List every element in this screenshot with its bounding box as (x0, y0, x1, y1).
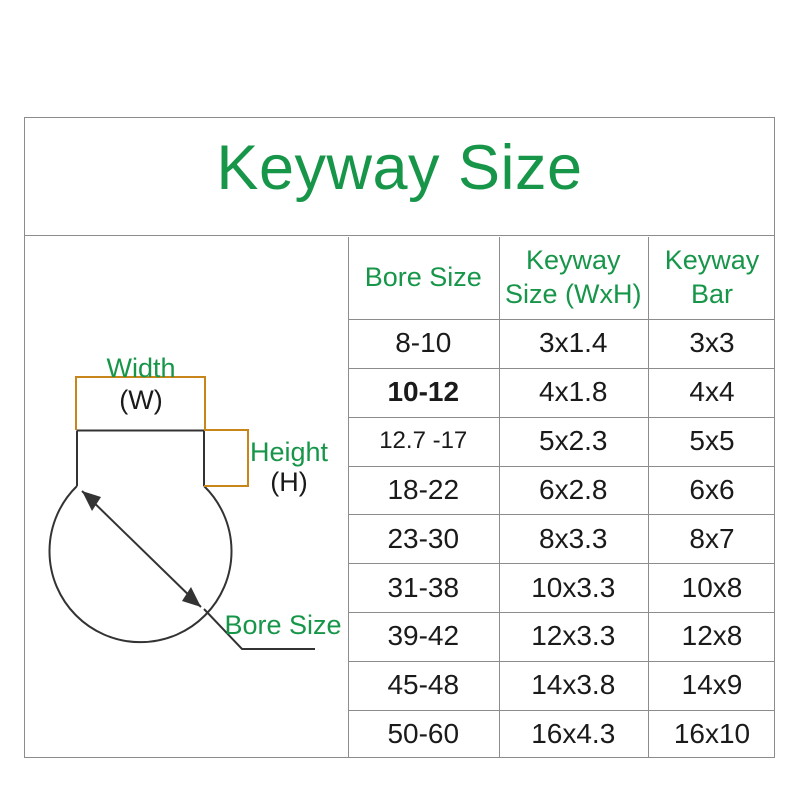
svg-text:Width: Width (106, 353, 175, 383)
svg-text:Height: Height (250, 437, 329, 467)
svg-text:(W): (W) (119, 385, 162, 415)
svg-text:(H): (H) (270, 467, 307, 497)
svg-text:Bore Size: Bore Size (224, 610, 341, 640)
